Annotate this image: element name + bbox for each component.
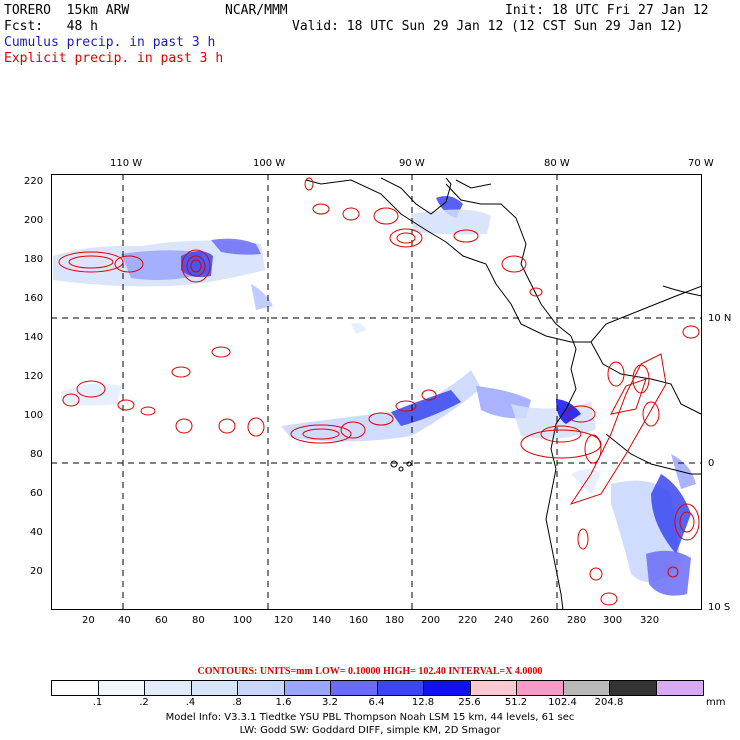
x-tick-label: 140 bbox=[312, 615, 332, 626]
legend-swatch bbox=[470, 681, 517, 695]
lat-label-10s: 10 S bbox=[708, 602, 731, 613]
y-tick-label: 200 bbox=[24, 215, 44, 226]
valid-time: Valid: 18 UTC Sun 29 Jan 12 (12 CST Sun … bbox=[292, 19, 684, 34]
x-tick-label: 200 bbox=[421, 615, 441, 626]
lon-label-90w: 90 W bbox=[399, 158, 425, 169]
x-tick-label: 260 bbox=[530, 615, 550, 626]
precip-map bbox=[51, 174, 702, 610]
x-tick-label: 180 bbox=[385, 615, 405, 626]
map-frame bbox=[51, 174, 702, 610]
y-tick-label: 60 bbox=[30, 488, 43, 499]
x-tick-label: 100 bbox=[233, 615, 253, 626]
y-tick-label: 80 bbox=[30, 449, 43, 460]
lon-label-110w: 110 W bbox=[110, 158, 143, 169]
legend-swatch bbox=[331, 681, 378, 695]
x-tick-label: 160 bbox=[349, 615, 369, 626]
model-info-line2: LW: Godd SW: Goddard DIFF, simple KM, 2D… bbox=[239, 725, 501, 736]
cumulus-precip-label: Cumulus precip. in past 3 h bbox=[4, 35, 216, 50]
legend-swatch bbox=[191, 681, 238, 695]
contours-info: CONTOURS: UNITS=mm LOW= 0.10000 HIGH= 10… bbox=[197, 666, 543, 677]
init-time: Init: 18 UTC Fri 27 Jan 12 bbox=[505, 3, 709, 18]
x-tick-label: 300 bbox=[603, 615, 623, 626]
y-tick-label: 180 bbox=[24, 254, 44, 265]
legend-swatch bbox=[424, 681, 471, 695]
legend-label: 25.6 bbox=[458, 697, 481, 708]
x-tick-label: 120 bbox=[274, 615, 294, 626]
legend-label: 204.8 bbox=[594, 697, 624, 708]
legend-swatch bbox=[610, 681, 657, 695]
lon-label-100w: 100 W bbox=[253, 158, 286, 169]
x-tick-label: 40 bbox=[118, 615, 131, 626]
lon-label-70w: 70 W bbox=[688, 158, 714, 169]
y-tick-label: 160 bbox=[24, 293, 44, 304]
model-title: TORERO 15km ARW bbox=[4, 3, 130, 18]
legend-swatch bbox=[517, 681, 564, 695]
legend-label: .1 bbox=[92, 697, 103, 708]
forecast-hour: Fcst: 48 h bbox=[4, 19, 98, 34]
legend-swatch bbox=[52, 681, 99, 695]
x-tick-label: 20 bbox=[82, 615, 95, 626]
cumulus-precip-shading bbox=[53, 196, 696, 596]
y-tick-label: 120 bbox=[24, 371, 44, 382]
x-tick-label: 220 bbox=[458, 615, 478, 626]
y-tick-label: 100 bbox=[24, 410, 44, 421]
legend-label: 3.2 bbox=[322, 697, 338, 708]
legend-unit: mm bbox=[706, 697, 726, 708]
lat-label-0: 0 bbox=[708, 458, 715, 469]
legend-swatch bbox=[238, 681, 285, 695]
model-info-line1: Model Info: V3.3.1 Tiedtke YSU PBL Thomp… bbox=[165, 712, 575, 723]
legend-label: 6.4 bbox=[368, 697, 385, 708]
x-tick-label: 240 bbox=[494, 615, 514, 626]
legend-label: 51.2 bbox=[504, 697, 528, 708]
y-tick-label: 20 bbox=[30, 566, 43, 577]
legend-swatch bbox=[145, 681, 192, 695]
y-tick-label: 140 bbox=[24, 332, 44, 343]
x-tick-label: 320 bbox=[640, 615, 660, 626]
x-tick-label: 280 bbox=[567, 615, 587, 626]
color-legend bbox=[51, 680, 704, 696]
legend-swatch bbox=[656, 681, 703, 695]
coastline bbox=[305, 177, 702, 610]
legend-swatch bbox=[98, 681, 145, 695]
legend-swatch bbox=[563, 681, 610, 695]
y-tick-label: 40 bbox=[30, 527, 43, 538]
legend-label: 102.4 bbox=[548, 697, 577, 708]
explicit-precip-contours bbox=[58, 177, 700, 606]
legend-swatch bbox=[284, 681, 331, 695]
explicit-precip-label: Explicit precip. in past 3 h bbox=[4, 51, 224, 66]
lat-label-10n: 10 N bbox=[708, 313, 732, 324]
x-tick-label: 80 bbox=[192, 615, 205, 626]
org-label: NCAR/MMM bbox=[225, 3, 288, 18]
legend-label: 1.6 bbox=[275, 697, 292, 708]
legend-label: .2 bbox=[139, 697, 149, 708]
legend-swatch bbox=[377, 681, 424, 695]
legend-label: .8 bbox=[232, 697, 242, 708]
legend-label: .4 bbox=[185, 697, 196, 708]
lon-label-80w: 80 W bbox=[544, 158, 570, 169]
legend-label: 12.8 bbox=[411, 697, 435, 708]
x-tick-label: 60 bbox=[155, 615, 168, 626]
y-tick-label: 220 bbox=[24, 176, 44, 187]
